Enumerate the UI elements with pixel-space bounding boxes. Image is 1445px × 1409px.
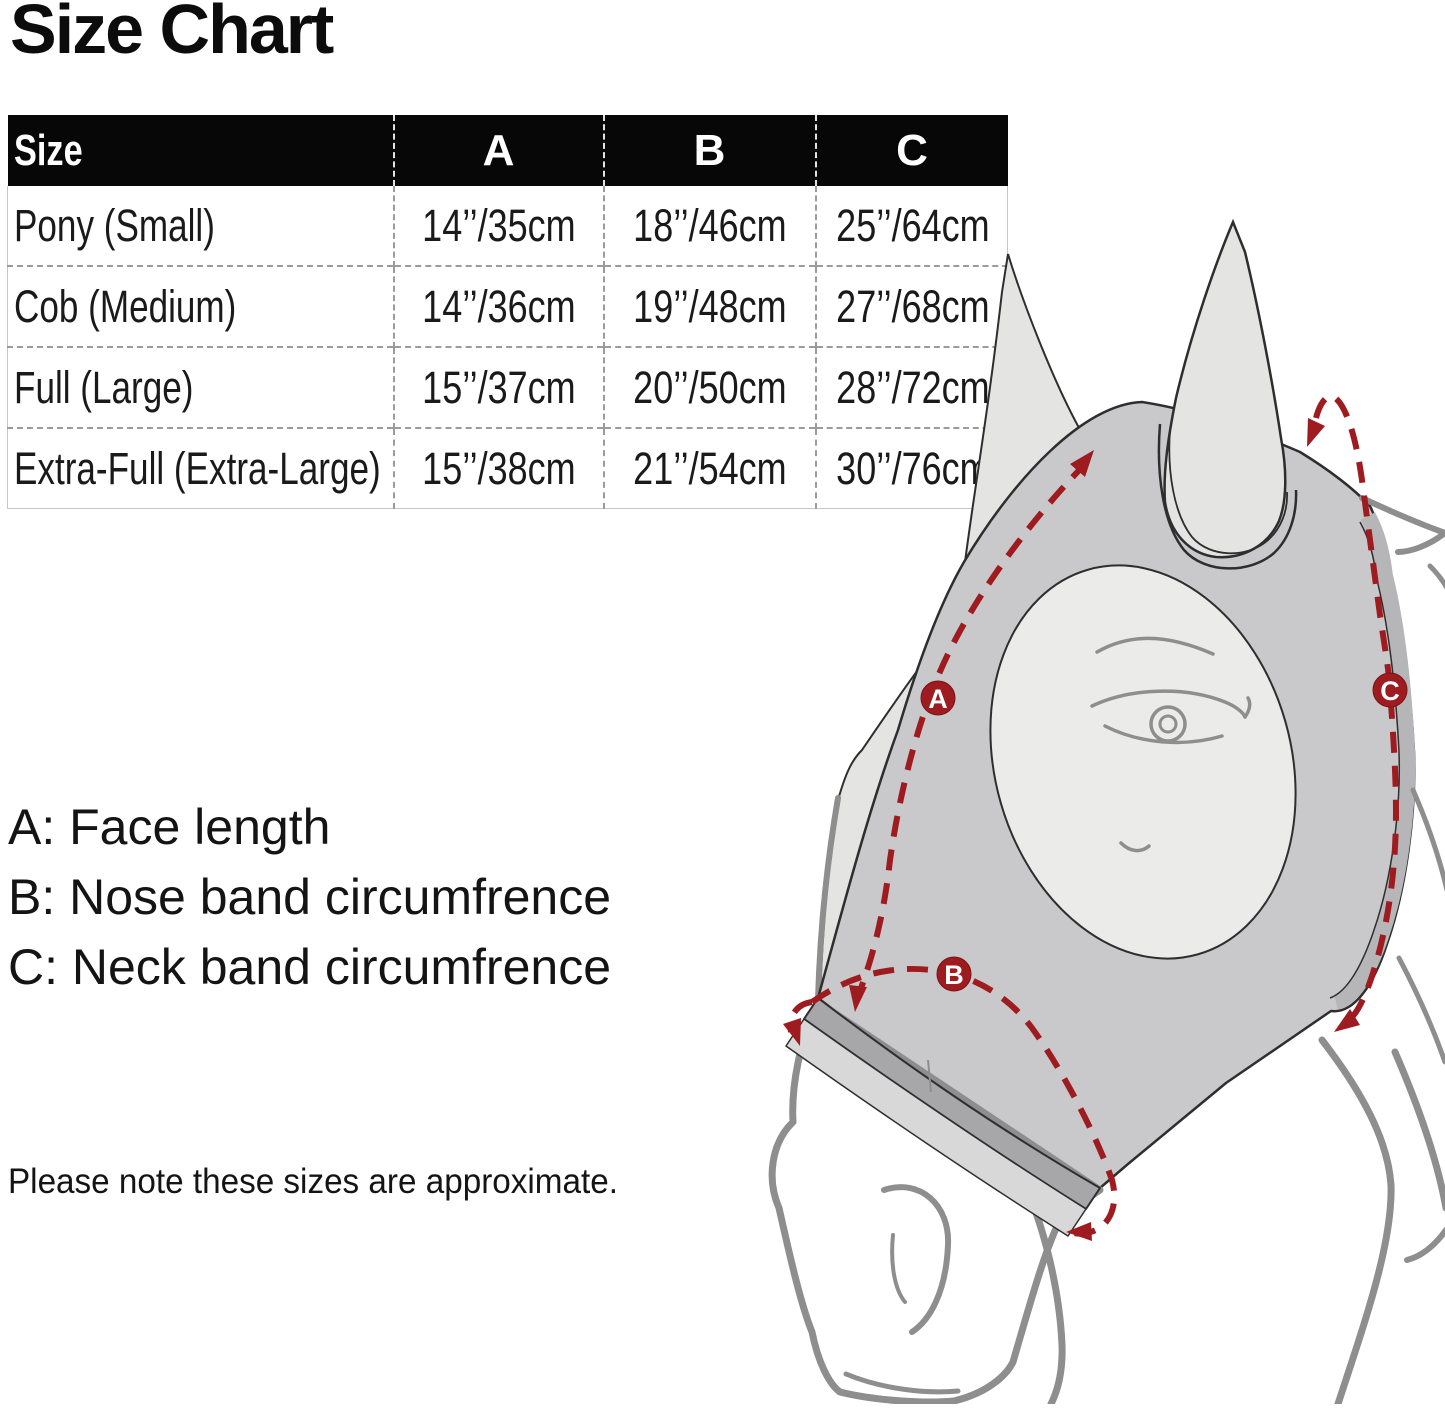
table-row: Pony (Small) 14’’/35cm 18’’/46cm 25’’/64cm [7,186,1008,266]
horse-right-ear [1163,218,1287,559]
svg-text:A: A [928,684,948,714]
badge-a: A [920,680,956,716]
muzzle-sketch-lines [843,1184,1066,1408]
table-row: Extra-Full (Extra-Large) 15’’/38cm 21’’/54… [7,427,1008,509]
measurement-line-b [810,965,1118,1237]
mask-ear-rim-inner [1168,429,1288,555]
table-row: Full (Large) 15’’/37cm 20’’/50cm 28’’/72cm [7,346,1008,428]
value-cell: 14’’/36cm [392,265,604,347]
svg-text:B: B [944,960,964,990]
value-cell: 30’’/76cm [814,427,1008,509]
value-cell: 19’’/48cm [602,265,816,347]
mask-eye-mesh-patch [989,564,1297,960]
horse-head-illustration: A B C [768,218,1445,1408]
value-cell: 14’’/35cm [392,186,604,266]
size-cell: Pony (Small) [7,186,394,266]
neck-and-mane-sketch [1318,495,1445,1408]
column-header: B [602,115,816,186]
badge-c: C [1372,672,1408,708]
cheek-silhouette-line [815,795,841,1003]
value-cell: 25’’/64cm [814,186,1008,266]
page-title: Size Chart [10,0,334,68]
mask-neck-band-strip [1333,512,1416,1010]
cheek-line [1024,1188,1066,1408]
value-cell: 15’’/38cm [392,427,604,509]
table-row: Cob (Medium) 14’’/36cm 19’’/48cm 27’’/68cm [7,265,1008,347]
table-header-row: Size A B C [7,115,1008,186]
approximate-sizes-note: Please note these sizes are approximate. [8,1162,618,1201]
nostril-line [881,1184,952,1335]
value-cell: 20’’/50cm [602,346,816,428]
size-cell: Cob (Medium) [7,265,394,347]
column-header: A [392,115,604,186]
value-cell: 27’’/68cm [814,265,1008,347]
value-cell: 21’’/54cm [602,427,816,509]
size-cell: Full (Large) [7,346,394,428]
measurement-legend: A: Face length B: Nose band circumfrence… [8,792,611,1002]
size-cell: Extra-Full (Extra-Large) [7,427,394,509]
size-chart-table: Size A B C Pony (Small) 14’’/35cm 18’’/46cm 25… [7,115,1008,509]
legend-item-b: B: Nose band circumfrence [8,869,612,925]
legend-item-a: A: Face length [8,799,331,855]
band-crease [927,1059,932,1093]
column-header: C [814,115,1008,186]
nostril-inner-line [890,1233,907,1304]
value-cell: 28’’/72cm [814,346,1008,428]
value-cell: 15’’/37cm [392,346,604,428]
svg-text:C: C [1380,676,1400,706]
legend-item-c: C: Neck band circumfrence [8,939,612,995]
measurement-arrowheads [783,418,1360,1241]
value-cell: 18’’/46cm [602,186,816,266]
table-body: Pony (Small) 14’’/35cm 18’’/46cm 25’’/64cm C… [7,186,1008,509]
column-header: Size [7,115,394,186]
horse-fly-mask-diagram: A B C [740,180,1445,1408]
mouth-line [843,1371,961,1395]
mask-ear-rim-outer [1157,423,1298,570]
badge-b: B [936,956,972,992]
horse-eye-sketch [1090,636,1252,853]
measurement-line-a [855,459,1090,998]
mask-nose-band-lip [785,1018,1087,1237]
